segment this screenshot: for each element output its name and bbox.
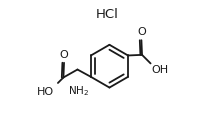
Text: O: O [137,27,146,37]
Text: OH: OH [151,65,168,75]
Text: HCl: HCl [96,8,118,20]
Text: HO: HO [37,87,54,97]
Text: NH$_2$: NH$_2$ [68,84,89,98]
Text: O: O [60,50,68,60]
